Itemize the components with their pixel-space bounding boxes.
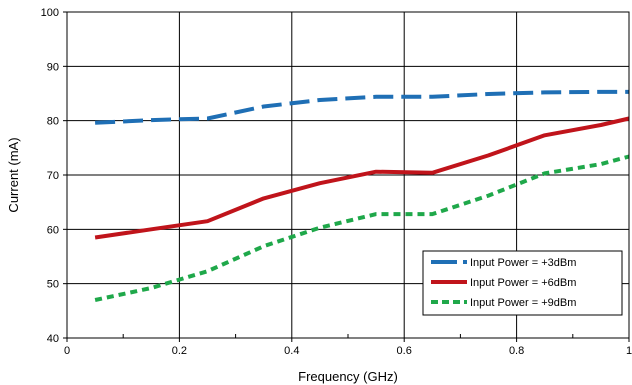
y-axis-ticks: 40 50 60 70 80 90 100 [41,7,67,345]
x-axis-label: Frequency (GHz) [298,369,398,384]
series-line-1 [95,89,629,125]
series-line-2 [94,116,630,240]
x-tick-label: 0.4 [284,345,299,357]
y-axis-label: Current (mA) [6,137,21,212]
legend-label-1: Input Power = +3dBm [470,257,576,269]
y-tick-label: 40 [47,333,59,345]
y-tick-label: 100 [41,7,59,19]
legend-label-2: Input Power = +6dBm [470,277,576,289]
y-tick-label: 80 [47,116,59,128]
y-tick-label: 70 [47,170,59,182]
x-tick-label: 1 [626,345,632,357]
legend: Input Power = +3dBm Input Power = +6dBm In… [422,250,623,316]
x-axis-ticks: 0 0.2 0.4 0.6 0.8 1 [64,334,632,357]
series-layer [94,89,630,302]
x-tick-label: 0.8 [509,345,524,357]
x-tick-label: 0 [64,345,70,357]
legend-label-3: Input Power = +9dBm [470,297,576,309]
y-tick-label: 60 [47,224,59,236]
y-tick-label: 50 [47,279,59,291]
y-tick-label: 90 [47,61,59,73]
series-line-3 [94,154,630,302]
x-tick-label: 0.2 [172,345,187,357]
x-tick-label: 0.6 [397,345,412,357]
